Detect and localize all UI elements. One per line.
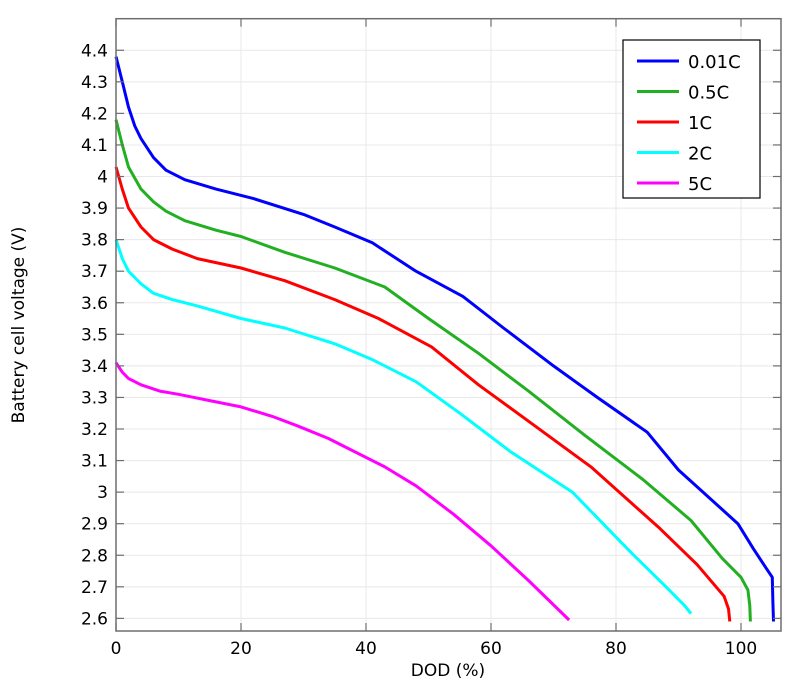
x-tick-label: 0 <box>111 639 122 659</box>
y-tick-label: 3.2 <box>81 420 108 440</box>
series-line-2C <box>114 239 693 615</box>
series-line-0.5C <box>114 119 752 622</box>
y-tick-label: 3.1 <box>81 452 108 472</box>
y-tick-label: 3.4 <box>81 357 108 377</box>
y-tick-label: 3.3 <box>81 388 108 408</box>
y-tick-label: 2.7 <box>81 578 108 598</box>
y-tick-label: 4 <box>97 168 108 188</box>
legend: 0.01C 0.5C 1C 2C 5C <box>622 39 761 199</box>
legend-label: 1C <box>688 113 712 134</box>
series-line-5C <box>114 361 571 622</box>
y-tick-label: 4.4 <box>81 41 108 61</box>
x-tick-label: 40 <box>355 639 377 659</box>
y-tick-labels: 2.6 2.7 2.8 2.9 3 3.1 3.2 3.3 3.4 3.5 3.6 3.7 3.8 3.9… <box>81 41 108 629</box>
y-tick-label: 4.1 <box>81 136 108 156</box>
series-lines <box>114 56 775 622</box>
x-tick-label: 20 <box>230 639 252 659</box>
x-tick-label: 60 <box>480 639 502 659</box>
y-tick-label: 3 <box>97 483 108 503</box>
y-tick-label: 2.6 <box>81 609 108 629</box>
x-axis-label: DOD (%) <box>411 661 485 681</box>
x-tick-label: 100 <box>725 639 757 659</box>
y-axis-label: Battery cell voltage (V) <box>9 227 29 424</box>
y-tick-label: 3.8 <box>81 231 108 251</box>
legend-label: 2C <box>688 144 712 165</box>
x-tick-label: 80 <box>605 639 627 659</box>
y-tick-label: 2.9 <box>81 515 108 535</box>
legend-label: 5C <box>688 174 712 195</box>
y-tick-label: 2.8 <box>81 546 108 566</box>
y-tick-label: 4.3 <box>81 73 108 93</box>
plot-frame <box>115 17 782 632</box>
legend-label: 0.5C <box>688 83 729 104</box>
series-line-1C <box>114 166 732 622</box>
y-tick-label: 3.9 <box>81 199 108 219</box>
series-line-0.01C <box>114 56 775 622</box>
y-tick-label: 3.7 <box>81 262 108 282</box>
y-tick-label: 3.6 <box>81 294 108 314</box>
y-tick-label: 3.5 <box>81 325 108 345</box>
ticks <box>115 18 781 631</box>
y-tick-label: 4.2 <box>81 104 108 124</box>
legend-box <box>622 39 761 199</box>
legend-label: 0.01C <box>688 52 741 73</box>
x-tick-labels: 0 20 40 60 80 100 <box>111 639 758 659</box>
